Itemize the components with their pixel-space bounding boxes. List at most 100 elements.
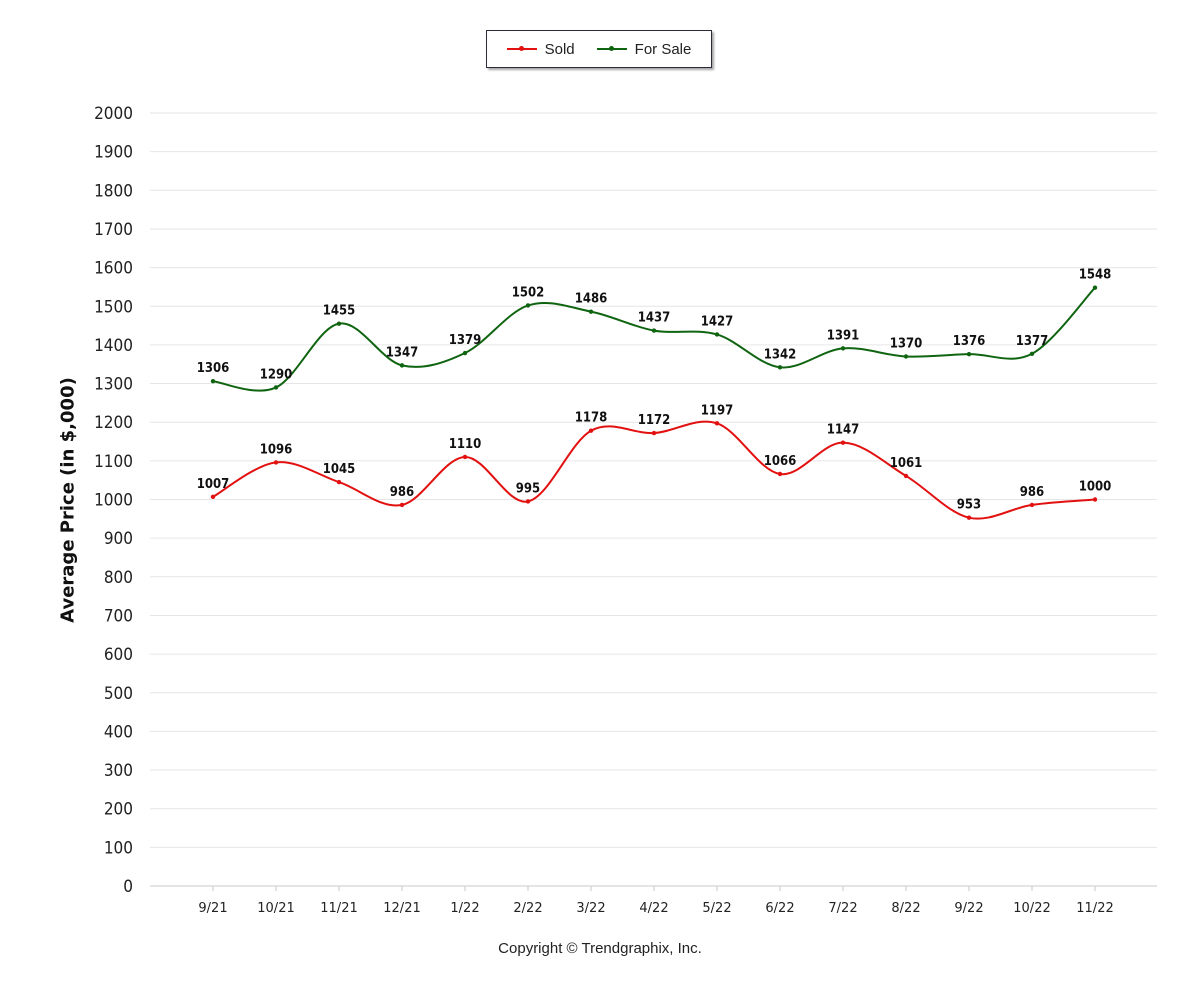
y-tick-label: 1100	[94, 452, 133, 472]
axes	[150, 885, 1157, 891]
point-sold	[651, 430, 657, 436]
point-for-sale	[525, 303, 531, 308]
y-tick-label: 1600	[94, 259, 133, 279]
y-tick-labels: 0 100 200 300 400 500 600 700 800 900 1000 1100 1200…	[94, 104, 133, 897]
data-label-for-sale: 1306	[197, 361, 230, 376]
data-label-sold: 995	[516, 481, 540, 496]
x-tick-label: 8/22	[891, 901, 920, 916]
data-label-sold: 1007	[197, 477, 230, 492]
legend: Sold For Sale	[486, 30, 712, 68]
point-for-sale	[588, 309, 594, 314]
data-label-for-sale: 1379	[449, 333, 482, 348]
point-sold	[462, 454, 468, 460]
x-tick-label: 11/22	[1076, 901, 1113, 916]
point-sold	[1029, 502, 1035, 508]
point-sold	[1092, 497, 1098, 502]
series-lines	[210, 285, 1098, 520]
data-label-for-sale: 1377	[1016, 334, 1049, 349]
y-tick-label: 800	[104, 568, 133, 588]
point-for-sale	[1029, 351, 1035, 356]
data-label-sold: 1110	[449, 437, 482, 452]
y-tick-label: 1300	[94, 375, 133, 395]
y-tick-label: 1900	[94, 143, 133, 163]
data-label-for-sale: 1502	[512, 285, 545, 300]
data-label-for-sale: 1290	[260, 367, 293, 382]
point-sold	[273, 460, 279, 465]
x-tick-label: 5/22	[702, 901, 731, 916]
y-tick-label: 400	[104, 722, 133, 742]
legend-item-for-sale[interactable]: For Sale	[596, 40, 692, 58]
y-tick-label: 1200	[94, 413, 133, 433]
legend-label-for-sale: For Sale	[634, 40, 692, 58]
point-sold	[840, 440, 846, 445]
point-sold	[336, 479, 342, 485]
x-tick-label: 4/22	[639, 901, 668, 916]
point-for-sale	[840, 346, 846, 351]
x-tick-label: 12/21	[383, 901, 420, 916]
data-label-sold: 1172	[638, 413, 671, 428]
point-for-sale	[273, 385, 279, 390]
point-for-sale	[966, 351, 972, 357]
y-tick-label: 1500	[94, 297, 133, 317]
x-tick-label: 7/22	[828, 901, 857, 916]
y-tick-label: 1800	[94, 181, 133, 201]
y-tick-label: 600	[104, 645, 133, 665]
legend-item-sold[interactable]: Sold	[506, 41, 575, 58]
x-tick-label: 3/22	[576, 901, 605, 916]
y-tick-label: 1000	[94, 491, 133, 511]
x-tick-label: 1/22	[450, 901, 479, 916]
y-tick-label: 0	[123, 877, 133, 897]
data-label-for-sale: 1548	[1079, 268, 1112, 283]
y-tick-label: 2000	[94, 104, 133, 124]
point-for-sale	[777, 365, 783, 370]
y-tick-label: 700	[104, 606, 133, 626]
data-label-sold: 986	[390, 485, 414, 500]
x-tick-label: 2/22	[513, 901, 542, 916]
copyright-text: Copyright © Trendgraphix, Inc.	[498, 940, 702, 957]
data-label-sold: 986	[1020, 485, 1044, 500]
data-label-sold: 1061	[890, 456, 923, 471]
y-tick-label: 200	[104, 800, 133, 820]
point-for-sale	[210, 379, 216, 384]
data-label-sold: 1147	[827, 423, 860, 438]
point-sold	[399, 502, 405, 508]
x-tick-label: 9/21	[198, 901, 227, 916]
y-tick-label: 500	[104, 684, 133, 704]
x-tick-label: 11/21	[320, 901, 357, 916]
y-tick-label: 300	[104, 761, 133, 781]
data-label-for-sale: 1347	[386, 345, 419, 360]
point-sold	[966, 515, 972, 520]
y-tick-label: 100	[104, 838, 133, 858]
point-sold	[903, 473, 909, 479]
data-label-sold: 1000	[1079, 480, 1112, 495]
data-label-for-sale: 1391	[827, 328, 860, 343]
point-for-sale	[651, 328, 657, 333]
y-axis-label: Average Price (in $,000)	[57, 377, 79, 623]
data-label-for-sale: 1427	[701, 314, 734, 329]
grid-lines	[150, 112, 1157, 848]
x-tick-label: 6/22	[765, 901, 794, 916]
point-for-sale	[903, 354, 909, 359]
x-tick-label: 10/22	[1013, 901, 1050, 916]
y-tick-label: 1400	[94, 336, 133, 356]
point-sold	[525, 499, 531, 504]
data-label-for-sale: 1370	[890, 336, 923, 351]
data-label-sold: 1096	[260, 442, 293, 457]
data-labels: 1007 1096 1045 986 1110 995 1178 1172 1197 1066 11…	[197, 268, 1112, 513]
point-for-sale	[1092, 285, 1098, 290]
legend-swatch-sold	[506, 46, 537, 51]
point-sold	[210, 494, 216, 499]
point-for-sale	[399, 363, 405, 368]
series-line-for-sale	[212, 287, 1096, 392]
point-sold	[588, 428, 594, 433]
x-tick-label: 10/21	[257, 901, 294, 916]
data-label-for-sale: 1455	[323, 304, 356, 319]
data-label-for-sale: 1437	[638, 311, 671, 326]
data-label-sold: 1066	[764, 454, 797, 469]
point-sold	[714, 421, 720, 426]
data-label-for-sale: 1376	[953, 334, 986, 349]
data-label-sold: 953	[957, 498, 981, 513]
data-label-for-sale: 1342	[764, 347, 797, 362]
legend-swatch-for-sale	[596, 46, 627, 51]
